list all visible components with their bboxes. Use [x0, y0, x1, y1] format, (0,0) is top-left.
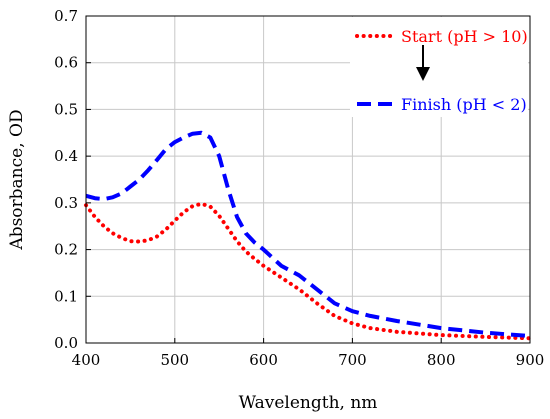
- plot-frame: [85, 15, 531, 344]
- legend-finish-label: Finish (pH < 2): [401, 95, 527, 114]
- y-tick-label: 0.7: [54, 7, 78, 25]
- y-tick-label: 0.0: [54, 334, 78, 352]
- x-axis-label: Wavelength, nm: [239, 393, 378, 413]
- x-tick-label: 900: [516, 351, 545, 369]
- axis-ticks: 400 500 600 700 800 900 0.0 0.1 0.2 0.3 0.4 0.5 0.6 0…: [54, 7, 544, 369]
- y-tick-label: 0.6: [54, 54, 78, 72]
- y-axis-label: Absorbance, OD: [7, 109, 27, 250]
- y-tick-label: 0.1: [54, 287, 78, 305]
- start-series-line: [84, 201, 532, 341]
- y-tick-label: 0.2: [54, 241, 78, 259]
- x-tick-label: 500: [160, 351, 189, 369]
- finish-series-line: [85, 130, 531, 338]
- arrow-head: [416, 67, 430, 81]
- y-tick-label: 0.4: [54, 147, 78, 165]
- annotation-arrow: [416, 45, 430, 81]
- y-tick-label: 0.5: [54, 100, 78, 118]
- x-tick-label: 800: [427, 351, 456, 369]
- series-layer: [84, 130, 532, 341]
- legend-background: [350, 17, 528, 117]
- x-tick-label: 400: [72, 351, 101, 369]
- legend-start-label: Start (pH > 10): [401, 27, 528, 46]
- y-tick-label: 0.3: [54, 194, 78, 212]
- x-tick-label: 600: [249, 351, 278, 369]
- legend: Start (pH > 10) Finish (pH < 2): [355, 27, 528, 114]
- x-tick-label: 700: [338, 351, 367, 369]
